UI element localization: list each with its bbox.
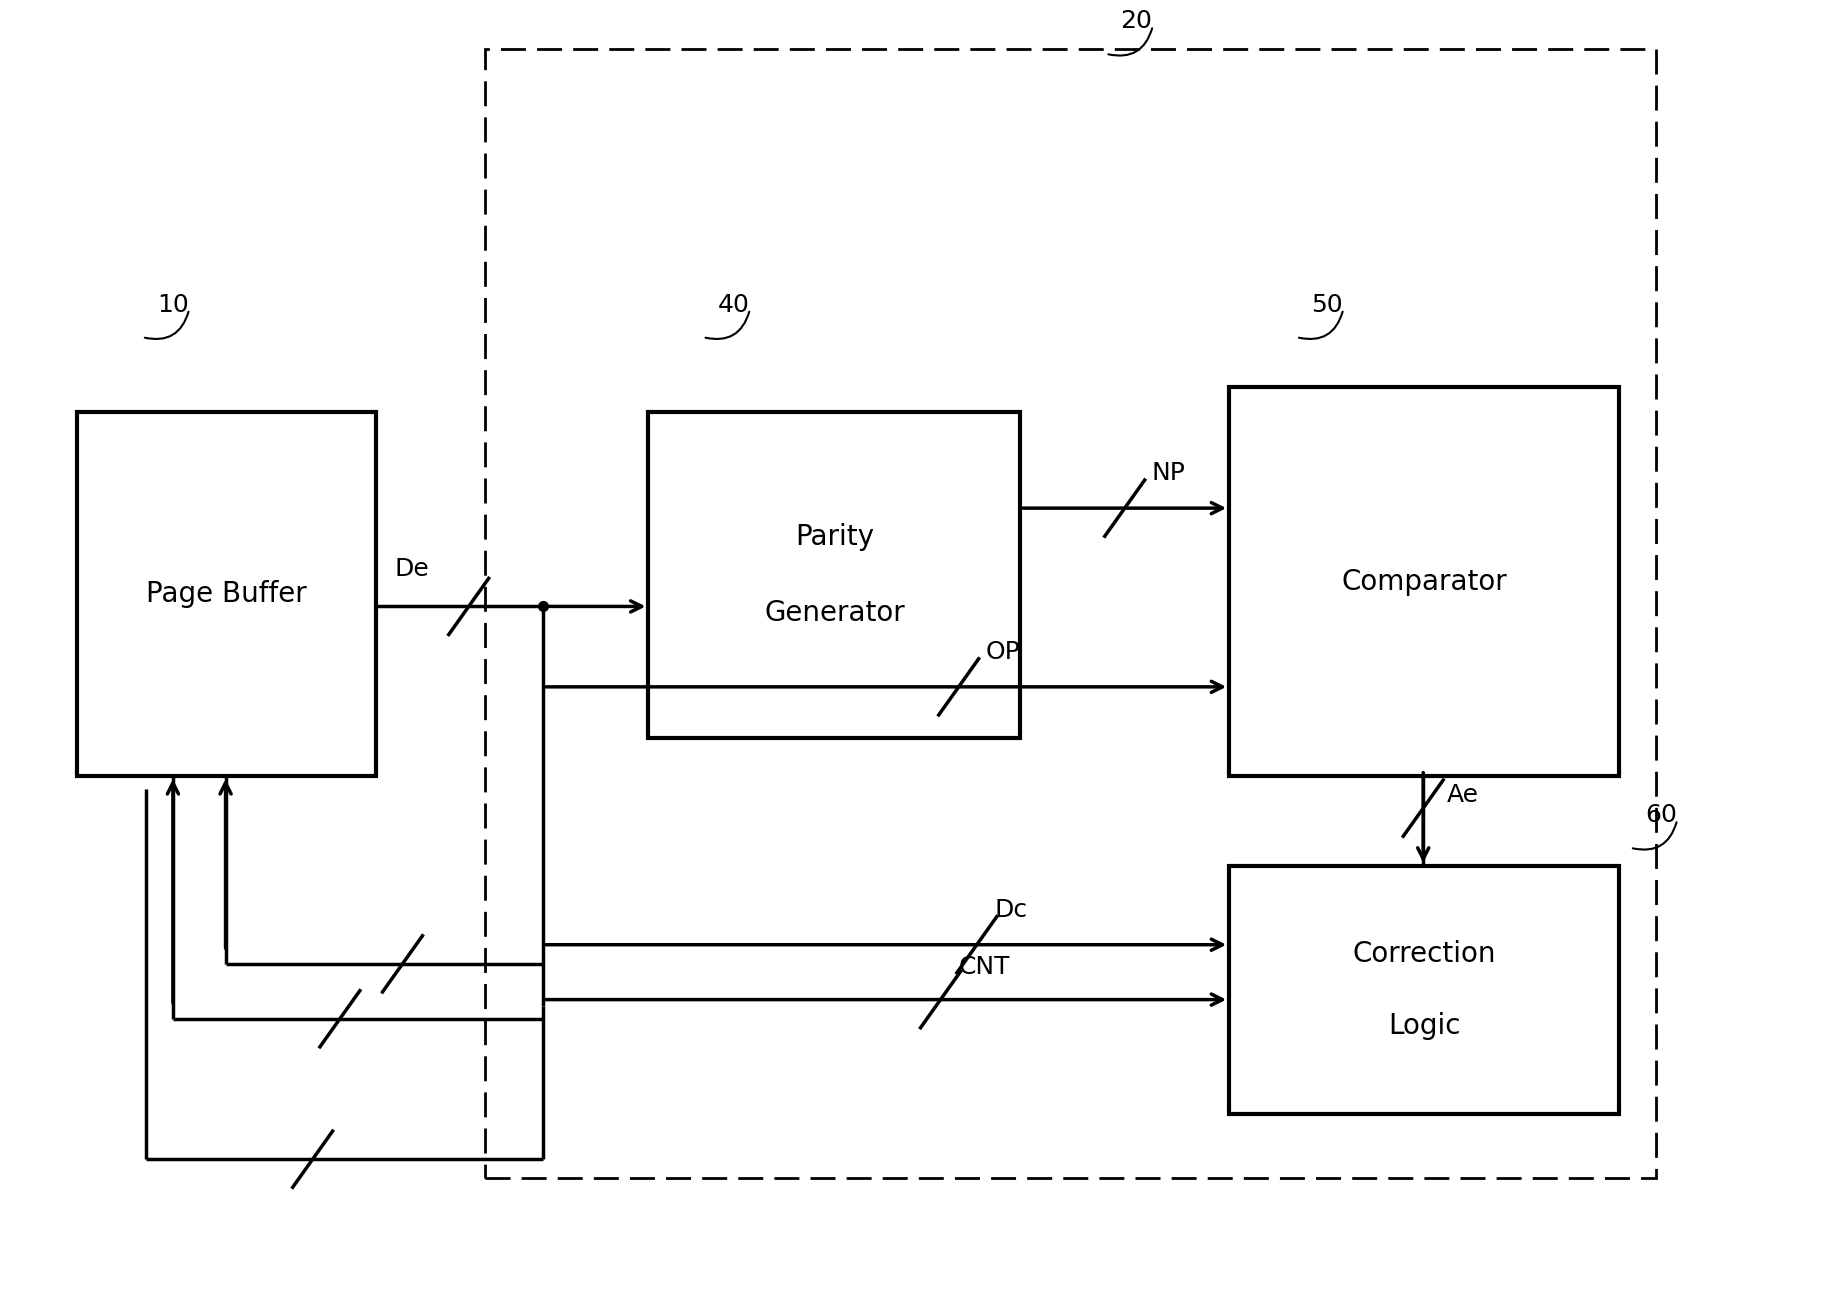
Text: OP: OP [986, 640, 1021, 664]
Bar [77, 412, 376, 776]
Bar [485, 49, 1655, 1179]
Bar [1229, 865, 1619, 1114]
Bar [1229, 387, 1619, 776]
Text: CNT: CNT [959, 955, 1010, 979]
Text: Ae: Ae [1447, 784, 1478, 807]
Text: 20: 20 [1121, 9, 1152, 34]
Text: 10: 10 [157, 293, 190, 316]
Text: NP: NP [1152, 461, 1185, 485]
Bar [649, 412, 1021, 738]
Text: Parity: Parity [795, 523, 873, 551]
Text: Dc: Dc [995, 897, 1028, 922]
Text: 40: 40 [718, 293, 749, 316]
Text: 60: 60 [1644, 803, 1677, 828]
Text: Correction: Correction [1353, 940, 1497, 968]
Text: De: De [394, 556, 428, 581]
Text: 50: 50 [1311, 293, 1344, 316]
Text: Logic: Logic [1387, 1012, 1460, 1039]
Text: Page Buffer: Page Buffer [146, 580, 306, 608]
Text: Generator: Generator [764, 599, 904, 627]
Text: Comparator: Comparator [1342, 568, 1508, 595]
